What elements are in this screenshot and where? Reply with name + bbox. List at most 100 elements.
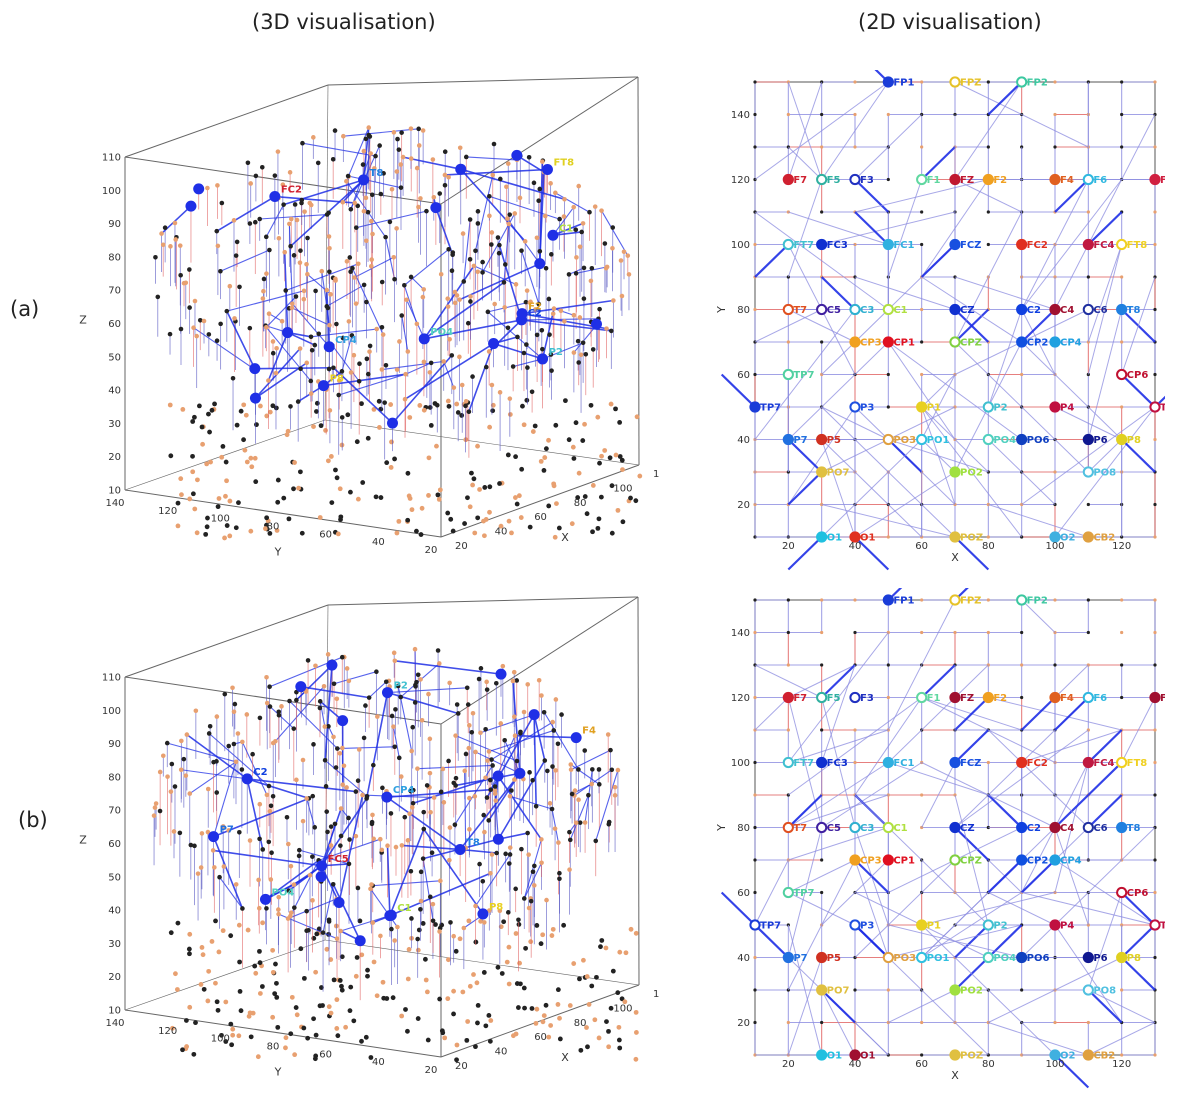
grid-node xyxy=(786,728,790,732)
z-tick-label: 100 xyxy=(102,706,121,717)
electrode-c6: C6 xyxy=(1082,303,1108,316)
electrode-c5: C5 xyxy=(816,303,841,316)
grid-node xyxy=(853,80,857,84)
electrode-label: C1 xyxy=(559,223,573,234)
hub-node xyxy=(316,860,328,872)
electrode-node xyxy=(1049,303,1061,316)
electrode-label: CP1 xyxy=(893,338,915,349)
electrode-label: TP7 xyxy=(793,370,814,381)
electrode-node xyxy=(1082,756,1094,769)
hub-node xyxy=(354,935,366,947)
grid-node xyxy=(753,630,757,635)
y-tick-label: 140 xyxy=(105,498,124,509)
electrode-label: PO4 xyxy=(430,327,453,338)
electrode-label: CP4 xyxy=(1060,338,1082,349)
electrode-label: F8 xyxy=(1160,693,1165,704)
electrode-c5: C5 xyxy=(816,821,841,834)
grid-node xyxy=(1120,1053,1124,1057)
electrode-cp6: CP6 xyxy=(1116,886,1148,899)
x-tick-label: 120 xyxy=(653,469,660,480)
grid-node xyxy=(920,630,924,635)
hub-node xyxy=(454,843,466,855)
x-tick-label: 100 xyxy=(613,1003,632,1014)
grid-node xyxy=(886,988,890,992)
grid-node xyxy=(853,630,857,635)
grid-node xyxy=(1153,793,1157,797)
electrode-node xyxy=(1082,531,1094,543)
electrode-node xyxy=(1149,173,1161,186)
electrode-node xyxy=(882,594,894,606)
electrode-node xyxy=(949,173,961,186)
electrode-node xyxy=(1082,303,1094,316)
electrode-label: FZ xyxy=(960,175,974,186)
electrode-po1: PO1 xyxy=(916,433,949,446)
electrode-label: P5 xyxy=(827,953,841,964)
electrode-label: C2 xyxy=(1027,305,1041,316)
electrode-cp3: CP3 xyxy=(849,336,882,349)
y-tick-label: 20 xyxy=(425,1065,438,1076)
hub-node xyxy=(295,681,307,693)
z-tick-label: 20 xyxy=(108,972,121,983)
grid-node xyxy=(986,598,990,602)
electrode-p1: P1 xyxy=(916,919,941,932)
electrode-node xyxy=(849,531,861,543)
electrode-node xyxy=(1082,466,1094,478)
electrode-node xyxy=(882,821,894,834)
electrode-p6: P6 xyxy=(1082,951,1108,964)
electrode-fz: FZ xyxy=(949,173,974,186)
grid-node xyxy=(753,1020,757,1025)
electrode-label: P2 xyxy=(549,347,563,358)
electrode-label: T8 xyxy=(370,168,384,179)
grid-node xyxy=(1120,112,1124,117)
electrode-node xyxy=(1049,854,1061,866)
electrode-node xyxy=(916,691,928,704)
electrode-label: P2 xyxy=(993,921,1007,932)
electrode-label: F5 xyxy=(827,175,841,186)
electrode-po2: PO2 xyxy=(949,466,983,479)
z-tick-label: 80 xyxy=(108,252,121,263)
x-tick-label: 80 xyxy=(982,541,995,552)
electrode-label: FT7 xyxy=(793,758,814,769)
electrode-o1: O1 xyxy=(849,531,876,544)
grid-node xyxy=(920,598,924,602)
electrode-cb2: CB2 xyxy=(1082,1049,1115,1062)
electrode-label: F2 xyxy=(993,175,1007,186)
hub-node xyxy=(323,341,335,353)
electrode-fcz: FCZ xyxy=(949,238,981,251)
hub-node xyxy=(337,715,349,727)
electrode-node xyxy=(782,173,794,186)
electrode-cp1: CP1 xyxy=(882,336,915,349)
electrode-label: PO6 xyxy=(1027,435,1050,446)
electrode-fc4: FC4 xyxy=(1082,756,1115,769)
grid-node xyxy=(753,307,757,312)
x-tick-label: 80 xyxy=(574,1018,587,1029)
electrode-p8: P8 xyxy=(1116,951,1141,964)
hub-node xyxy=(249,392,261,404)
electrode-node xyxy=(1049,531,1061,543)
y-tick-label: 20 xyxy=(737,1018,750,1029)
electrode-label: F6 xyxy=(1093,175,1107,186)
grid-node xyxy=(753,793,757,797)
electrode-label: O2 xyxy=(1060,1051,1076,1062)
x-axis-label: X xyxy=(951,1069,959,1082)
electrode-label: CP4 xyxy=(1060,856,1082,867)
electrode-label: O1 xyxy=(827,533,843,544)
electrode-node xyxy=(1049,173,1061,186)
electrode-fp1: FP1 xyxy=(882,76,914,89)
grid-node xyxy=(886,405,890,409)
electrode-p3: P3 xyxy=(849,919,874,932)
x-tick-label: 120 xyxy=(1112,1059,1131,1070)
x-tick-label: 60 xyxy=(915,541,928,552)
hub-node xyxy=(269,191,281,203)
electrode-tp7: TP7 xyxy=(782,886,814,899)
hub-node xyxy=(315,871,327,883)
grid-node xyxy=(1086,210,1090,214)
electrode-po8: PO8 xyxy=(1082,984,1116,997)
grid-node xyxy=(920,340,924,344)
grid-node xyxy=(753,112,757,117)
electrode-label: TP7 xyxy=(760,403,781,414)
electrode-node xyxy=(882,756,894,769)
electrode-po7: PO7 xyxy=(816,984,849,997)
electrode-ft7: FT7 xyxy=(782,238,814,251)
grid-node xyxy=(820,663,824,667)
